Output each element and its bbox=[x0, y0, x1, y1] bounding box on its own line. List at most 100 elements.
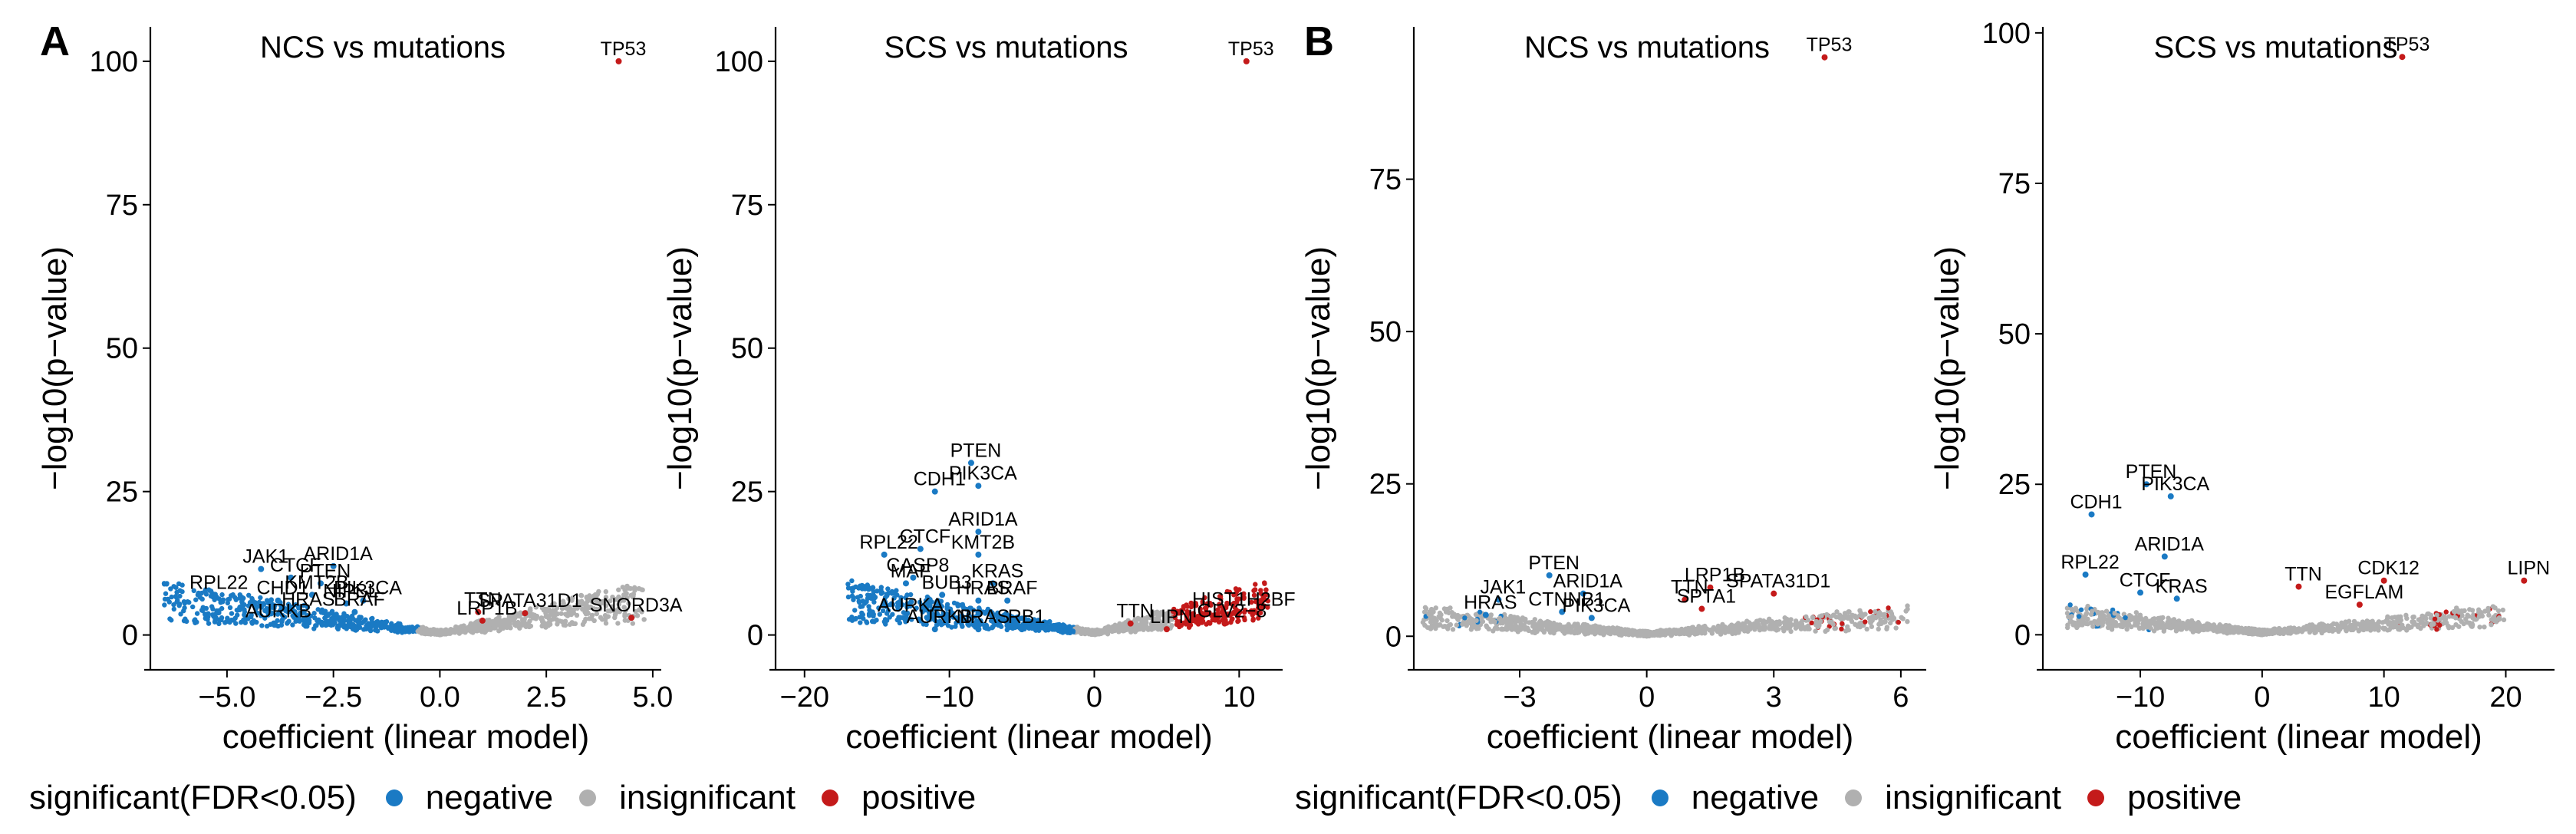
data-point bbox=[1863, 619, 1868, 625]
data-point bbox=[1155, 609, 1160, 615]
data-point bbox=[178, 611, 183, 617]
data-point bbox=[2489, 622, 2494, 628]
data-point bbox=[190, 604, 196, 610]
data-point bbox=[1258, 598, 1263, 603]
data-point bbox=[630, 621, 636, 626]
data-point bbox=[1492, 625, 1498, 631]
data-point bbox=[2105, 620, 2110, 625]
data-point bbox=[845, 582, 851, 587]
data-point bbox=[2466, 607, 2472, 612]
data-point bbox=[1141, 626, 1147, 631]
data-point bbox=[2357, 621, 2363, 628]
data-point bbox=[2137, 616, 2143, 621]
data-point bbox=[1839, 626, 1844, 632]
data-point bbox=[334, 615, 339, 621]
data-point bbox=[527, 613, 533, 619]
data-point bbox=[1478, 615, 1484, 621]
y-tick-label: 75 bbox=[731, 190, 763, 222]
data-point bbox=[220, 597, 226, 602]
highlight-point bbox=[2521, 577, 2528, 584]
data-point bbox=[998, 624, 1004, 629]
data-point bbox=[1431, 609, 1436, 615]
data-point bbox=[2064, 605, 2070, 611]
data-point bbox=[1761, 626, 1766, 632]
highlight-point bbox=[1495, 596, 1502, 603]
data-point bbox=[2270, 627, 2275, 633]
data-point bbox=[367, 624, 373, 629]
gene-label: KMT2B bbox=[951, 532, 1015, 553]
gene-label: TTN bbox=[464, 589, 502, 611]
data-point bbox=[164, 582, 170, 587]
y-tick-label: 25 bbox=[731, 476, 763, 509]
highlight-point bbox=[1004, 597, 1011, 604]
data-point bbox=[2403, 612, 2409, 618]
data-point bbox=[608, 598, 613, 604]
data-point bbox=[1426, 611, 1431, 617]
data-point bbox=[259, 613, 264, 618]
y-axis-label: −log10(p−value) bbox=[661, 246, 699, 490]
data-point bbox=[1097, 628, 1103, 634]
gene-label: NRAS bbox=[957, 606, 1010, 628]
data-point bbox=[2078, 607, 2084, 612]
data-point bbox=[1174, 618, 1180, 625]
data-point bbox=[2477, 625, 2482, 630]
data-point bbox=[1581, 622, 1586, 628]
data-point bbox=[442, 631, 448, 637]
legend-b-insignificant-label: insignificant bbox=[1885, 779, 2061, 816]
gene-label: TP53 bbox=[2384, 34, 2430, 55]
data-point bbox=[1118, 625, 1123, 631]
data-point bbox=[277, 608, 283, 614]
gene-label: LRP1B bbox=[1685, 565, 1745, 586]
data-point bbox=[374, 628, 380, 634]
data-point bbox=[982, 611, 988, 616]
data-point bbox=[1140, 615, 1146, 621]
data-point bbox=[579, 602, 585, 607]
data-point bbox=[622, 618, 628, 623]
data-point bbox=[591, 593, 597, 598]
data-point bbox=[858, 620, 863, 625]
y-tick-label: 0 bbox=[1385, 621, 1402, 653]
data-point bbox=[1166, 611, 1171, 616]
data-point bbox=[2321, 625, 2327, 631]
data-point bbox=[2067, 615, 2074, 621]
data-point bbox=[1530, 624, 1536, 629]
data-point bbox=[380, 624, 386, 629]
data-point bbox=[944, 611, 949, 616]
data-point bbox=[561, 601, 566, 606]
data-point bbox=[1117, 621, 1122, 626]
data-point bbox=[1560, 628, 1566, 634]
data-point bbox=[552, 608, 558, 613]
data-point bbox=[229, 618, 234, 623]
data-point bbox=[2370, 618, 2375, 624]
data-point bbox=[1782, 624, 1788, 629]
data-point bbox=[199, 596, 205, 602]
data-point bbox=[2175, 627, 2180, 632]
data-point bbox=[640, 587, 645, 593]
data-point bbox=[233, 621, 239, 626]
data-point bbox=[2190, 626, 2196, 631]
data-point bbox=[1438, 611, 1444, 618]
data-point bbox=[977, 605, 982, 611]
data-point bbox=[957, 619, 964, 625]
data-point bbox=[1470, 620, 1476, 626]
data-point bbox=[2074, 625, 2080, 631]
highlight-point bbox=[1482, 611, 1489, 618]
data-point bbox=[1869, 618, 1875, 623]
highlight-point bbox=[975, 551, 982, 558]
data-point bbox=[239, 598, 245, 604]
data-point bbox=[1508, 620, 1514, 625]
y-tick-label: 100 bbox=[90, 46, 138, 78]
data-point bbox=[295, 604, 301, 609]
data-point bbox=[857, 600, 862, 605]
legend-positive-label: positive bbox=[861, 779, 977, 816]
data-point bbox=[2442, 614, 2447, 619]
gene-label: PTEN bbox=[2126, 461, 2177, 483]
data-point bbox=[580, 621, 586, 628]
data-point bbox=[851, 597, 856, 602]
y-tick-label: 25 bbox=[106, 476, 138, 509]
data-point bbox=[1788, 617, 1794, 622]
data-point bbox=[568, 598, 575, 603]
data-point bbox=[2411, 619, 2417, 625]
data-point bbox=[558, 611, 564, 616]
highlight-point bbox=[1771, 590, 1777, 597]
